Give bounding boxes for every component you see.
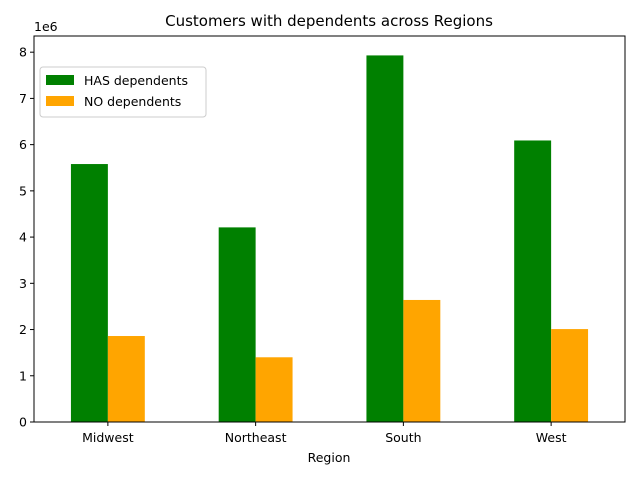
x-tick-label: South xyxy=(385,430,421,445)
legend-label: NO dependents xyxy=(84,94,181,109)
y-tick-label: 4 xyxy=(19,230,27,245)
y-tick-label: 7 xyxy=(19,91,27,106)
legend-swatch xyxy=(46,96,74,106)
legend: HAS dependents NO dependents xyxy=(39,66,207,118)
chart-title: Customers with dependents across Regions xyxy=(165,12,493,30)
y-tick-label: 2 xyxy=(19,322,27,337)
legend-frame xyxy=(39,66,207,118)
y-ticks-layer: 0 1 2 3 4 5 6 7 8 xyxy=(19,45,34,430)
x-tick-label: Northeast xyxy=(225,430,287,445)
legend-label: HAS dependents xyxy=(84,73,188,88)
x-tick-label: West xyxy=(536,430,567,445)
y-tick-label: 3 xyxy=(19,276,27,291)
bar-south-has-dependents xyxy=(366,55,404,423)
plot-frame xyxy=(33,35,626,423)
bar-south-no-dependents xyxy=(403,299,441,422)
x-tick-label: Midwest xyxy=(82,430,134,445)
bar-west-no-dependents xyxy=(551,329,589,422)
x-axis-title: Region xyxy=(308,450,351,465)
bar-midwest-no-dependents xyxy=(107,336,145,422)
bars-layer xyxy=(70,55,589,423)
x-ticks-layer: Midwest Northeast South West xyxy=(82,422,567,445)
y-tick-label: 0 xyxy=(19,415,27,430)
axes-layer xyxy=(33,35,626,423)
y-tick-label: 5 xyxy=(19,183,27,198)
legend-swatch xyxy=(46,75,74,85)
y-tick-label: 6 xyxy=(19,137,27,152)
bar-west-has-dependents xyxy=(514,140,552,423)
y-tick-label: 1 xyxy=(19,368,27,383)
y-axis-offset-label: 1e6 xyxy=(34,19,58,34)
bar-northeast-no-dependents xyxy=(255,357,293,422)
y-tick-label: 8 xyxy=(19,45,27,60)
bar-midwest-has-dependents xyxy=(70,164,108,422)
bar-northeast-has-dependents xyxy=(218,227,256,422)
